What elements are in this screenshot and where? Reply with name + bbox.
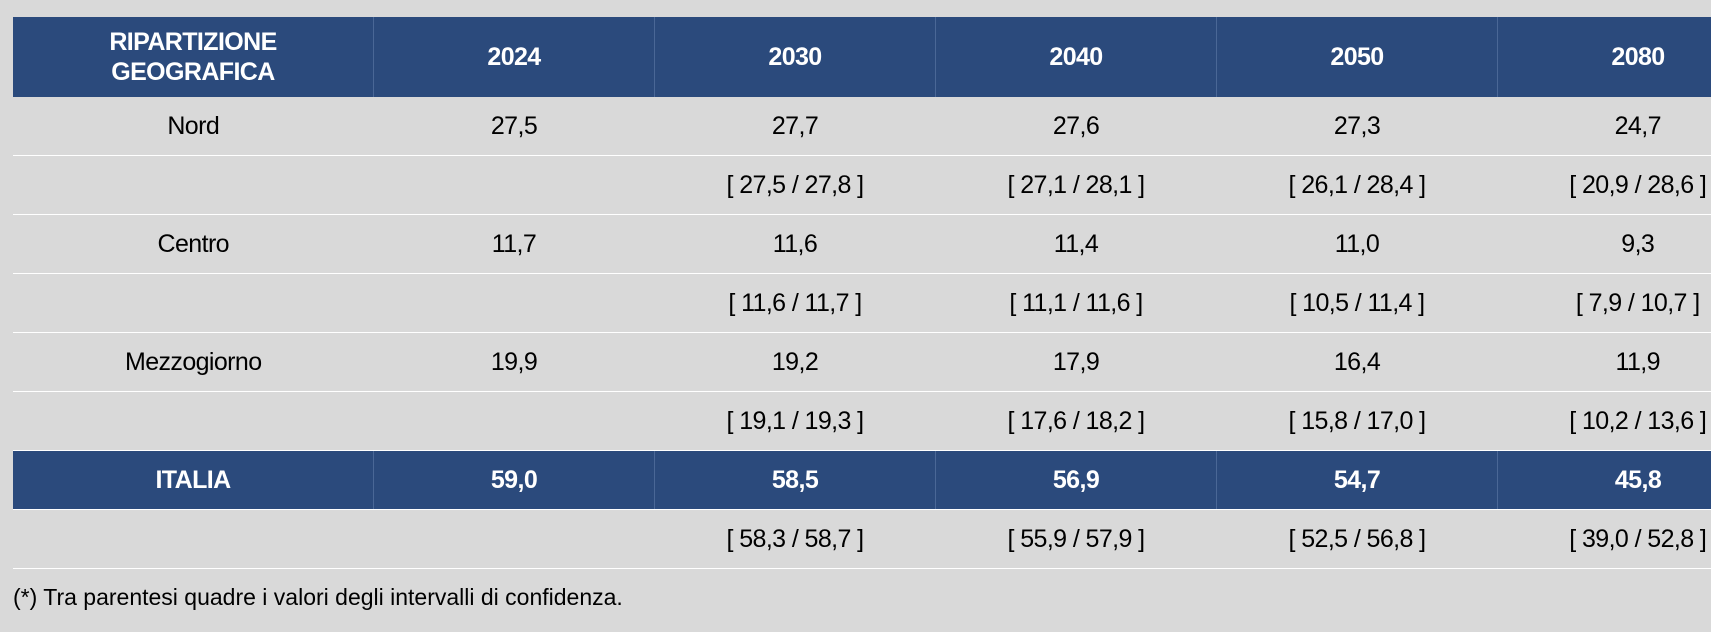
interval-cell: [ 17,6 / 18,2 ]	[935, 391, 1217, 451]
footnote: (*) Tra parentesi quadre i valori degli …	[13, 584, 623, 610]
value-cell: 56,9	[935, 450, 1217, 510]
value-cell: 59,0	[373, 450, 655, 510]
value-cell: 19,2	[654, 332, 936, 392]
value-cell: 45,8	[1497, 450, 1711, 510]
header-cell: 2050	[1216, 17, 1498, 97]
empty-cell	[373, 391, 655, 451]
header-cell: 2080	[1497, 17, 1711, 97]
interval-row: [ 19,1 / 19,3 ][ 17,6 / 18,2 ][ 15,8 / 1…	[13, 391, 1711, 451]
interval-cell: [ 27,1 / 28,1 ]	[935, 155, 1217, 215]
interval-cell: [ 7,9 / 10,7 ]	[1497, 273, 1711, 333]
value-cell: 11,6	[654, 214, 936, 274]
value-cell: 11,4	[935, 214, 1217, 274]
header-cell: 2030	[654, 17, 936, 97]
empty-cell	[13, 155, 374, 215]
interval-row: [ 58,3 / 58,7 ][ 55,9 / 57,9 ][ 52,5 / 5…	[13, 509, 1711, 569]
value-row: Centro 11,7 11,6 11,4 11,0 9,3	[13, 214, 1711, 274]
value-cell: 16,4	[1216, 332, 1498, 392]
interval-cell: [ 20,9 / 28,6 ]	[1497, 155, 1711, 215]
empty-cell	[373, 155, 655, 215]
value-cell: 58,5	[654, 450, 936, 510]
total-row: ITALIA 59,0 58,5 56,9 54,7 45,8	[13, 450, 1711, 510]
header-cell: RIPARTIZIONE GEOGRAFICA	[13, 17, 374, 97]
interval-cell: [ 15,8 / 17,0 ]	[1216, 391, 1498, 451]
interval-cell: [ 58,3 / 58,7 ]	[654, 509, 936, 569]
interval-cell: [ 27,5 / 27,8 ]	[654, 155, 936, 215]
value-cell: 54,7	[1216, 450, 1498, 510]
empty-cell	[13, 273, 374, 333]
value-cell: 9,3	[1497, 214, 1711, 274]
interval-cell: [ 11,6 / 11,7 ]	[654, 273, 936, 333]
value-cell: 19,9	[373, 332, 655, 392]
value-cell: 17,9	[935, 332, 1217, 392]
header-row: RIPARTIZIONE GEOGRAFICA 2024 2030 2040 2050 2…	[13, 17, 1711, 97]
interval-cell: [ 11,1 / 11,6 ]	[935, 273, 1217, 333]
data-table: RIPARTIZIONE GEOGRAFICA 2024 2030 2040 2050 2…	[13, 17, 1711, 569]
interval-cell: [ 52,5 / 56,8 ]	[1216, 509, 1498, 569]
empty-cell	[373, 509, 655, 569]
value-cell: 11,7	[373, 214, 655, 274]
empty-cell	[13, 509, 374, 569]
interval-cell: [ 26,1 / 28,4 ]	[1216, 155, 1498, 215]
interval-cell: [ 19,1 / 19,3 ]	[654, 391, 936, 451]
value-cell: 11,9	[1497, 332, 1711, 392]
interval-cell: [ 55,9 / 57,9 ]	[935, 509, 1217, 569]
value-cell: 24,7	[1497, 97, 1711, 156]
value-cell: 11,0	[1216, 214, 1498, 274]
interval-cell: [ 39,0 / 52,8 ]	[1497, 509, 1711, 569]
value-row: Mezzogiorno 19,9 19,2 17,9 16,4 11,9	[13, 332, 1711, 392]
empty-cell	[13, 391, 374, 451]
row-label: Nord	[13, 97, 374, 156]
value-cell: 27,5	[373, 97, 655, 156]
empty-cell	[373, 273, 655, 333]
header-cell: 2024	[373, 17, 655, 97]
interval-row: [ 11,6 / 11,7 ][ 11,1 / 11,6 ][ 10,5 / 1…	[13, 273, 1711, 333]
interval-cell: [ 10,2 / 13,6 ]	[1497, 391, 1711, 451]
header-cell: 2040	[935, 17, 1217, 97]
value-cell: 27,6	[935, 97, 1217, 156]
row-label: ITALIA	[13, 450, 374, 510]
value-row: Nord 27,5 27,7 27,6 27,3 24,7	[13, 97, 1711, 156]
row-label: Centro	[13, 214, 374, 274]
interval-row: [ 27,5 / 27,8 ][ 27,1 / 28,1 ][ 26,1 / 2…	[13, 155, 1711, 215]
interval-cell: [ 10,5 / 11,4 ]	[1216, 273, 1498, 333]
value-cell: 27,3	[1216, 97, 1498, 156]
value-cell: 27,7	[654, 97, 936, 156]
row-label: Mezzogiorno	[13, 332, 374, 392]
